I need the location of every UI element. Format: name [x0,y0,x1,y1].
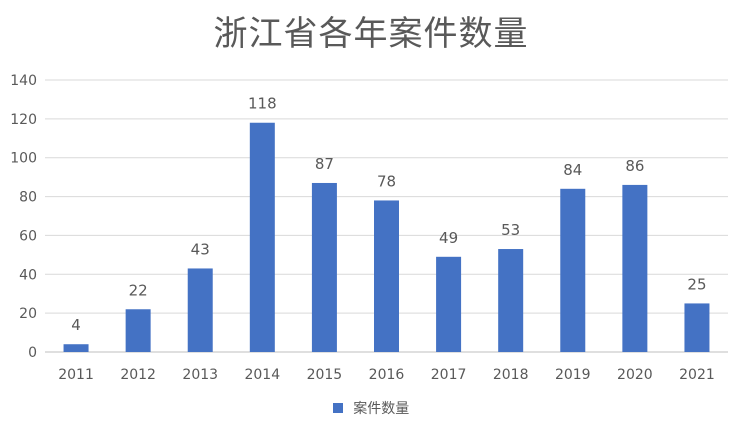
bar [622,184,648,352]
bar [187,268,213,352]
legend: 案件数量 [0,398,742,418]
data-label: 43 [191,240,210,258]
data-label: 84 [563,161,582,179]
bar [498,249,524,352]
bar [63,344,89,352]
bar [374,200,399,352]
y-tick-label: 60 [19,228,37,244]
legend-swatch [332,403,343,413]
data-label: 22 [129,281,148,299]
bar [311,182,337,352]
data-label: 53 [501,221,520,239]
bar [249,122,275,352]
x-tick-label: 2020 [617,367,653,383]
data-label: 118 [248,95,277,113]
bar [684,303,710,352]
y-tick-label: 40 [19,267,37,283]
x-tick-label: 2012 [120,367,156,383]
y-tick-label: 0 [28,345,37,361]
data-label: 87 [315,155,334,173]
data-label: 25 [687,275,706,293]
x-tick-label: 2018 [493,367,529,383]
x-tick-label: 2021 [679,367,715,383]
x-tick-label: 2017 [431,367,467,383]
y-tick-label: 140 [10,73,37,89]
x-tick-label: 2013 [182,367,218,383]
x-tick-label: 2019 [555,367,591,383]
bar [560,188,586,352]
y-tick-label: 20 [19,306,37,322]
y-tick-label: 120 [10,112,37,128]
data-label: 49 [439,229,458,247]
bar [436,256,462,352]
bar [125,309,151,352]
x-tick-label: 2011 [58,367,94,383]
chart-title: 浙江省各年案件数量 [213,14,529,54]
data-label: 78 [377,172,396,190]
y-tick-label: 80 [19,190,37,206]
data-label: 86 [625,157,644,175]
legend-label: 案件数量 [353,401,410,417]
x-tick-label: 2014 [244,367,280,383]
data-label: 4 [71,316,81,334]
x-tick-label: 2016 [369,367,405,383]
y-tick-label: 100 [10,151,37,167]
x-tick-label: 2015 [307,367,343,383]
